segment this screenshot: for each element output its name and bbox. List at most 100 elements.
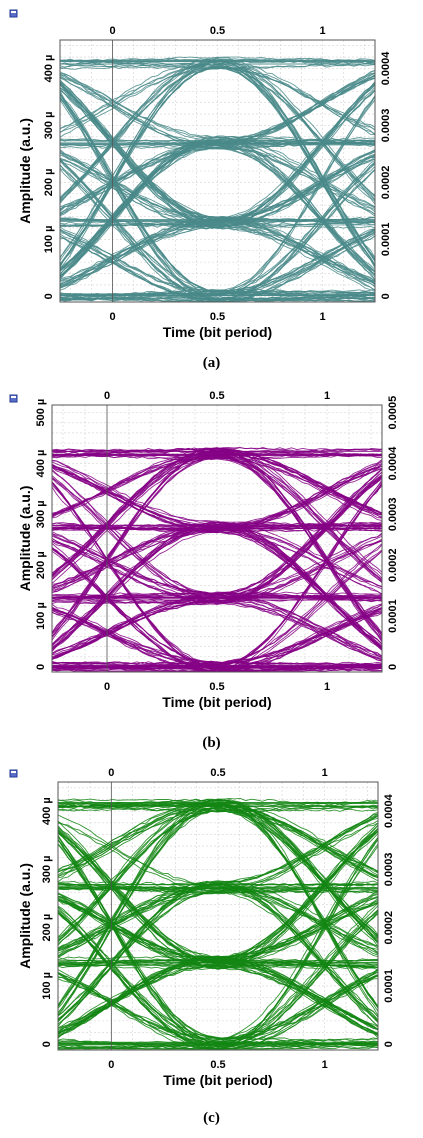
right-y-tick-label: 0 [380, 293, 392, 299]
x-tick-label-top: 0 [109, 25, 115, 37]
eye-traces [51, 446, 383, 672]
caption-b: (b) [202, 735, 221, 751]
eye-trace [57, 955, 379, 1038]
x-tick-label: 0.5 [210, 311, 225, 323]
y-tick-label: 300 µ [41, 856, 53, 884]
x-axis-label: Time (bit period) [163, 1072, 272, 1088]
eye-trace [51, 605, 383, 672]
right-y-tick-label: 0.0004 [380, 51, 392, 86]
eye-trace [57, 811, 379, 892]
right-y-tick-label: 0.0005 [387, 396, 399, 430]
right-y-tick-label: 0.0001 [387, 599, 399, 633]
x-tick-label-top: 0 [104, 390, 110, 402]
eye-trace [59, 67, 376, 273]
y-tick-label: 400 µ [41, 797, 53, 825]
eye-trace [59, 86, 376, 293]
eye-trace [51, 531, 383, 601]
x-tick-label-top: 0.5 [209, 390, 224, 402]
caption-c: (c) [203, 1110, 220, 1126]
eye-diagram-a: 0 0 0.5 0.5 1 1 0 100 µ 200 µ 300 µ 400 µ 0 0.0001 0.… [9, 9, 392, 340]
eye-trace [59, 224, 376, 292]
eye-trace [57, 804, 379, 941]
eye-trace [57, 889, 379, 962]
right-y-tick-label: 0.0002 [383, 911, 395, 945]
eye-trace [59, 155, 376, 294]
right-y-tick-label: 0.0001 [383, 969, 395, 1003]
caption-a: (a) [202, 355, 221, 371]
eye-diagram-panel-b: 0 0 0.5 0.5 1 1 0 100 µ 200 µ 300 µ 400 µ 500 µ 0 0.0… [0, 385, 423, 765]
plot-frame [51, 404, 383, 673]
eye-trace [57, 825, 379, 1039]
y-tick-label: 400 µ [35, 450, 47, 478]
y-tick-label: 0 [43, 293, 55, 299]
eye-trace [57, 797, 379, 1013]
eye-trace [59, 79, 376, 284]
y-axis-label: Amplitude (a.u.) [17, 863, 33, 969]
eye-diagram-b: 0 0 0.5 0.5 1 1 0 100 µ 200 µ 300 µ 400 µ 500 µ 0 0.0… [9, 390, 399, 710]
window-icon [9, 394, 18, 403]
eye-trace [57, 880, 379, 1021]
y-tick-label: 400 µ [43, 55, 55, 83]
y-tick-label: 0 [41, 1041, 53, 1047]
right-y-tick-label: 0.0003 [380, 109, 392, 143]
y-tick-label: 0 [35, 664, 47, 670]
x-tick-label-top: 1 [319, 25, 325, 37]
eye-trace [51, 451, 383, 639]
eye-trace [59, 221, 376, 293]
x-tick-label: 0.5 [209, 681, 224, 693]
eye-trace [59, 90, 376, 302]
x-tick-label: 0 [108, 1059, 114, 1071]
y-tick-label: 100 µ [41, 972, 53, 1000]
plot-frame [59, 39, 376, 303]
right-y-tick-label: 0.0003 [387, 498, 399, 532]
right-y-tick-label: 0.0002 [387, 548, 399, 582]
eye-diagram-c: 0 0 0.5 0.5 1 1 0 100 µ 200 µ 300 µ 400 µ 0 0.0001 0.… [9, 767, 395, 1088]
x-tick-label: 0 [104, 681, 110, 693]
y-tick-label: 500 µ [35, 399, 47, 427]
plot-frame [57, 781, 379, 1051]
right-y-tick-label: 0.0001 [380, 223, 392, 257]
eye-trace [51, 531, 383, 596]
eye-trace [57, 815, 379, 1026]
eye-trace [51, 462, 383, 532]
x-tick-label: 1 [324, 681, 330, 693]
eye-trace [57, 807, 379, 951]
right-y-tick-label: 0 [383, 1041, 395, 1047]
right-y-tick-label: 0.0004 [383, 793, 395, 828]
eye-trace [57, 968, 379, 1041]
eye-diagram-panel-c: 0 0 0.5 0.5 1 1 0 100 µ 200 µ 300 µ 400 µ 0 0.0001 0.… [0, 760, 423, 1138]
y-tick-label: 300 µ [43, 112, 55, 140]
eye-traces [57, 797, 379, 1050]
eye-trace [51, 543, 383, 665]
eye-trace [51, 523, 383, 532]
x-axis-label: Time (bit period) [163, 324, 272, 340]
x-tick-label-top: 1 [324, 390, 330, 402]
y-axis-label: Amplitude (a.u.) [17, 118, 33, 224]
y-tick-label: 300 µ [35, 500, 47, 528]
y-tick-label: 200 µ [43, 169, 55, 197]
x-tick-label: 1 [319, 311, 325, 323]
eye-trace [51, 595, 383, 657]
x-tick-label-top: 1 [322, 767, 328, 779]
eye-trace [59, 79, 376, 226]
eye-trace [59, 148, 376, 229]
right-y-tick-label: 0.0004 [387, 446, 399, 481]
x-tick-label: 0 [109, 311, 115, 323]
y-tick-label: 100 µ [43, 225, 55, 253]
x-tick-label: 1 [322, 1059, 328, 1071]
eye-trace [51, 446, 383, 583]
right-y-tick-label: 0.0003 [383, 853, 395, 887]
x-tick-label-top: 0 [108, 767, 114, 779]
window-icon [9, 769, 18, 778]
eye-trace [57, 893, 379, 1036]
eye-trace [59, 64, 376, 273]
eye-trace [51, 465, 383, 595]
eye-trace [59, 66, 376, 136]
window-icon [9, 9, 18, 18]
eye-diagram-panel-a: 0 0 0.5 0.5 1 1 0 100 µ 200 µ 300 µ 400 µ 0 0.0001 0.… [0, 0, 423, 380]
eye-trace [59, 86, 375, 302]
eye-trace [57, 967, 379, 1044]
y-tick-label: 100 µ [35, 602, 47, 630]
right-y-tick-label: 0.0002 [380, 166, 392, 200]
y-axis-label: Amplitude (a.u.) [17, 486, 33, 592]
